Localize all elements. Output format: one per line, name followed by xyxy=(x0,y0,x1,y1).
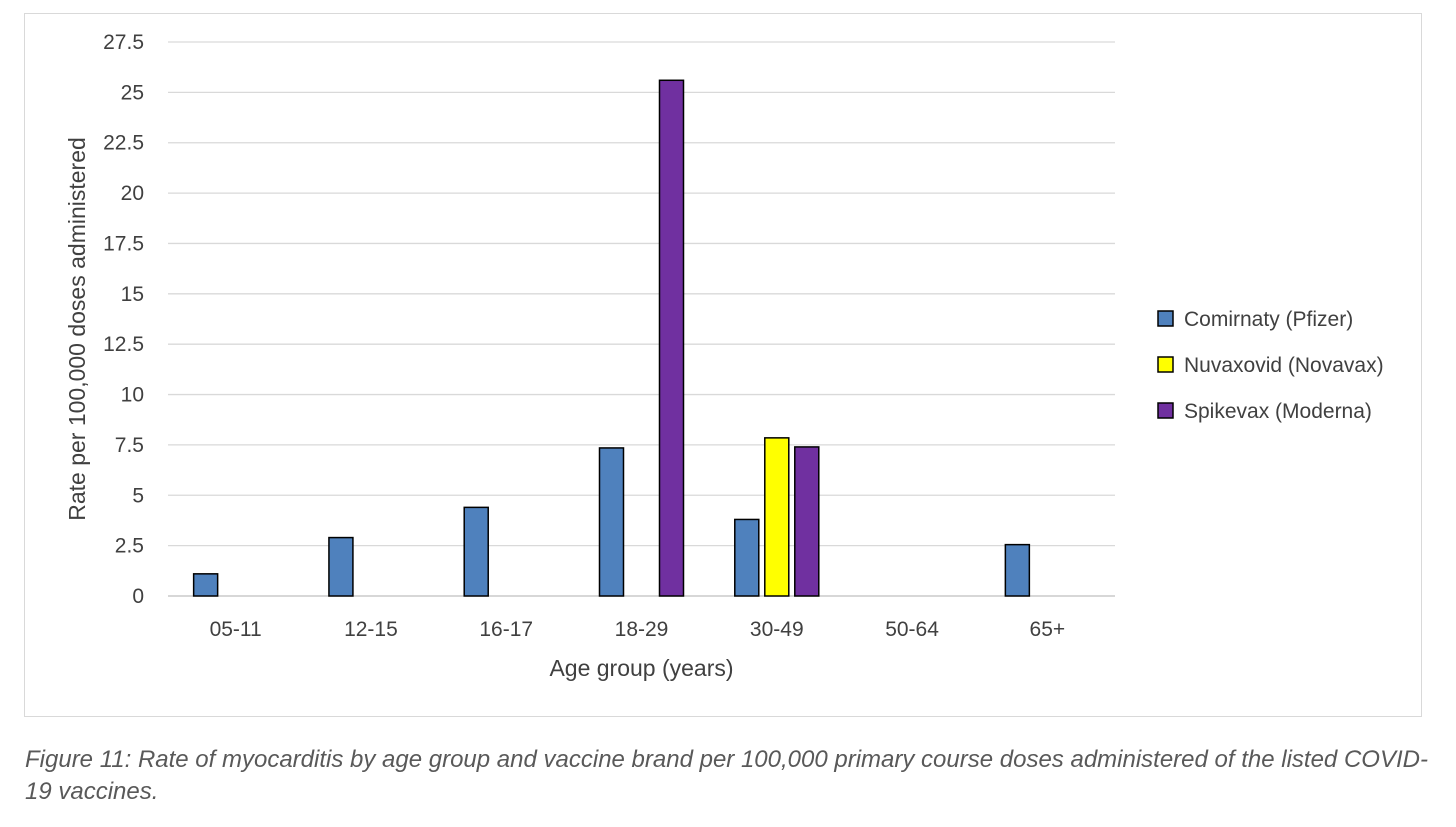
legend-label: Comirnaty (Pfizer) xyxy=(1184,308,1353,331)
legend-swatch xyxy=(1157,310,1174,327)
chart-frame xyxy=(24,13,1422,717)
x-axis-title: Age group (years) xyxy=(549,655,733,681)
y-tick-label: 20 xyxy=(121,182,144,205)
y-tick-label: 17.5 xyxy=(103,232,144,255)
y-tick-label: 2.5 xyxy=(115,535,144,558)
legend-label: Spikevax (Moderna) xyxy=(1184,400,1372,423)
legend-swatch xyxy=(1157,402,1174,419)
y-tick-label: 0 xyxy=(132,585,144,608)
x-tick-label: 12-15 xyxy=(344,618,398,641)
bar xyxy=(764,437,790,597)
y-tick-label: 15 xyxy=(121,283,144,306)
y-axis-title: Rate per 100,000 doses administered xyxy=(64,137,90,521)
y-tick-label: 22.5 xyxy=(103,132,144,155)
y-tick-label: 27.5 xyxy=(103,31,144,54)
y-tick-label: 10 xyxy=(121,384,144,407)
bar xyxy=(463,506,489,597)
bar xyxy=(658,79,685,597)
x-tick-label: 16-17 xyxy=(479,618,533,641)
x-tick-label: 30-49 xyxy=(750,618,804,641)
y-tick-label: 25 xyxy=(121,81,144,104)
x-tick-label: 50-64 xyxy=(885,618,939,641)
y-tick-label: 7.5 xyxy=(115,434,144,457)
legend-swatch xyxy=(1157,356,1174,373)
bar xyxy=(1004,543,1031,597)
figure-caption: Figure 11: Rate of myocarditis by age gr… xyxy=(25,746,1428,805)
y-tick-label: 5 xyxy=(132,484,144,507)
x-tick-label: 05-11 xyxy=(210,618,262,641)
y-tick-label: 12.5 xyxy=(103,333,144,356)
bar xyxy=(734,518,760,597)
x-tick-label: 65+ xyxy=(1030,618,1066,641)
bar-chart: 0 2.5 5 7.5 10 12.5 15 17.5 20 22.5 25 27.5 05-11 12-… xyxy=(64,31,1384,681)
legend-label: Nuvaxovid (Novavax) xyxy=(1184,354,1384,377)
bar xyxy=(328,536,354,597)
x-tick-label: 18-29 xyxy=(615,618,669,641)
bar xyxy=(192,573,219,597)
bar xyxy=(598,447,625,597)
bar xyxy=(794,446,820,597)
